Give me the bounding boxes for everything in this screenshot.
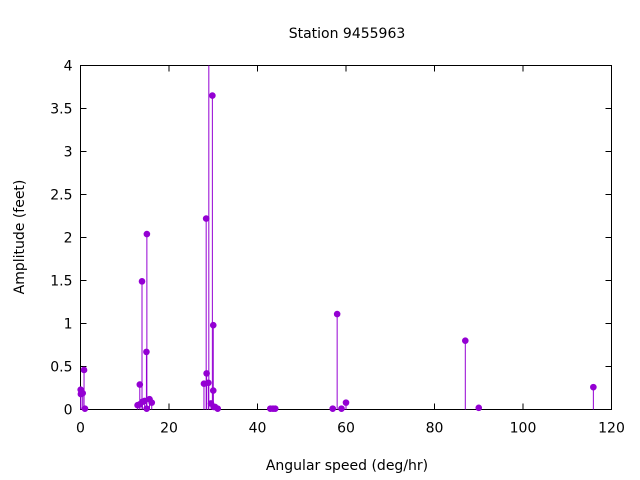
x-tick-label: 80 bbox=[426, 421, 444, 437]
data-point bbox=[342, 399, 350, 406]
data-marks bbox=[77, 65, 597, 412]
x-tick-label: 60 bbox=[337, 421, 355, 437]
data-point bbox=[475, 404, 483, 412]
plot-frame bbox=[80, 65, 612, 410]
data-point bbox=[209, 321, 217, 329]
data-point bbox=[148, 399, 156, 406]
chart-title: Station 9455963 bbox=[289, 26, 406, 42]
data-point bbox=[271, 405, 279, 412]
y-axis-label: Amplitude (feet) bbox=[12, 180, 28, 295]
data-point bbox=[202, 215, 210, 222]
y-tick-label: 4 bbox=[64, 59, 73, 75]
data-point bbox=[209, 387, 217, 394]
data-point bbox=[214, 405, 221, 412]
data-point bbox=[138, 278, 146, 285]
y-tick-label: 1.5 bbox=[50, 274, 72, 290]
data-point bbox=[143, 230, 151, 238]
x-axis-label: Angular speed (deg/hr) bbox=[266, 458, 428, 474]
x-tick-label: 0 bbox=[76, 421, 85, 437]
data-point bbox=[333, 310, 341, 318]
axis-ticks: 0 20 40 60 80 100 120 0 0.5 1 1.5 2 2.5 3 3.5 4 bbox=[50, 59, 625, 437]
y-tick-label: 3 bbox=[64, 145, 73, 161]
data-point bbox=[80, 366, 88, 374]
data-point bbox=[81, 405, 89, 412]
data-point bbox=[338, 405, 345, 412]
y-tick-label: 1 bbox=[64, 317, 73, 333]
x-tick-label: 120 bbox=[598, 421, 625, 437]
data-point bbox=[461, 337, 469, 345]
y-tick-label: 2.5 bbox=[50, 188, 72, 204]
data-point bbox=[203, 370, 210, 377]
y-tick-label: 3.5 bbox=[50, 102, 72, 118]
y-tick-label: 2 bbox=[64, 231, 73, 247]
data-point bbox=[79, 389, 87, 397]
data-point bbox=[329, 405, 337, 412]
x-tick-label: 40 bbox=[249, 421, 267, 437]
data-point bbox=[590, 383, 597, 391]
x-tick-label: 100 bbox=[510, 421, 537, 437]
data-point bbox=[209, 92, 216, 99]
y-tick-label: 0.5 bbox=[50, 360, 72, 376]
y-tick-label: 0 bbox=[64, 403, 73, 419]
x-tick-label: 20 bbox=[160, 421, 178, 437]
data-point bbox=[136, 381, 144, 388]
